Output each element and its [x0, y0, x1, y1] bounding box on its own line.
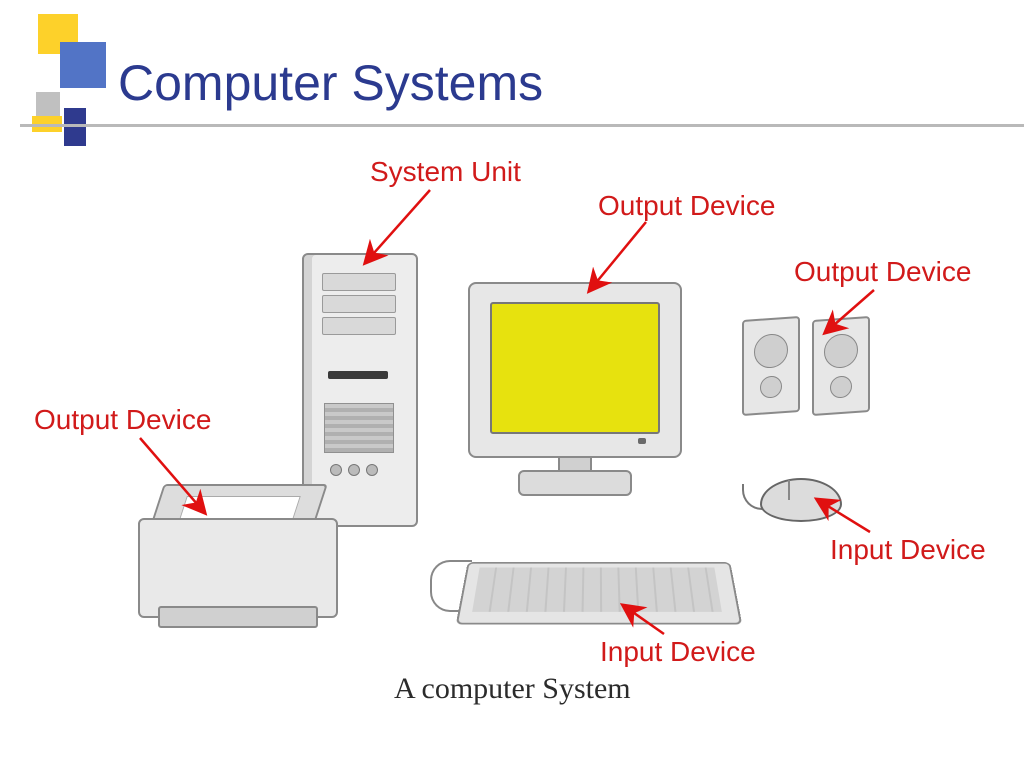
- label-output-monitor: Output Device: [598, 190, 775, 222]
- speakers-graphic: [742, 318, 872, 428]
- slide: Computer Systems System UnitOu: [0, 0, 1024, 767]
- mouse-graphic: [760, 472, 838, 526]
- title-underline: [20, 124, 1024, 127]
- keyboard-graphic: [462, 554, 732, 626]
- system-unit-graphic: [302, 253, 414, 523]
- arrow-system-unit: [366, 190, 430, 262]
- ornament-square: [60, 42, 106, 88]
- label-system-unit: System Unit: [370, 156, 521, 188]
- label-input-mouse: Input Device: [830, 534, 986, 566]
- label-input-keyboard: Input Device: [600, 636, 756, 668]
- ornament-square: [36, 92, 60, 116]
- ornament-square: [64, 108, 86, 146]
- arrow-output-monitor: [590, 222, 646, 290]
- label-output-printer: Output Device: [34, 404, 211, 436]
- monitor-graphic: [468, 282, 678, 512]
- label-output-speakers: Output Device: [794, 256, 971, 288]
- printer-graphic: [138, 484, 334, 634]
- slide-title: Computer Systems: [118, 54, 543, 112]
- diagram-caption: A computer System: [394, 672, 631, 706]
